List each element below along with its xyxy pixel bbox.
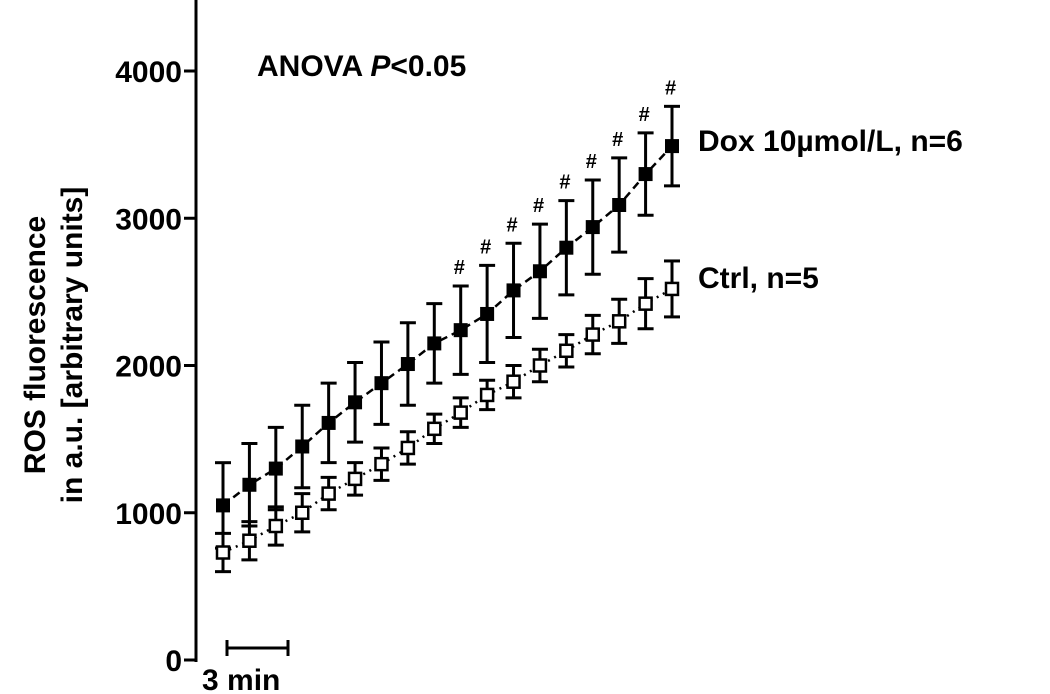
marker	[664, 281, 680, 297]
marker	[268, 518, 284, 534]
marker	[506, 374, 521, 389]
marker	[453, 405, 468, 420]
marker	[242, 533, 257, 548]
annotation-part: ANOVA	[257, 50, 370, 83]
y-tick-label: 1000	[115, 498, 182, 531]
marker	[453, 323, 468, 338]
marker	[638, 296, 653, 311]
marker	[374, 456, 389, 472]
significance-marker: #	[480, 236, 491, 258]
marker	[638, 167, 653, 182]
marker	[400, 440, 416, 456]
significance-marker: #	[665, 77, 676, 99]
marker	[295, 439, 310, 454]
scale-bar-label: 3 min	[202, 664, 280, 694]
marker	[506, 283, 521, 298]
marker	[585, 220, 600, 235]
marker	[215, 545, 231, 560]
significance-marker: #	[454, 257, 465, 279]
series-line	[222, 287, 673, 554]
significance-marker: #	[559, 172, 570, 194]
annotation: ANOVA P<0.05	[257, 50, 466, 83]
marker	[585, 327, 601, 342]
y-axis-label: ROS fluorescence	[19, 216, 52, 474]
legend-label: Ctrl, n=5	[698, 262, 819, 295]
significance-marker: #	[612, 129, 623, 151]
series-line	[222, 145, 673, 507]
y-tick-label: 4000	[115, 56, 182, 89]
marker	[347, 471, 363, 487]
marker	[532, 264, 547, 279]
marker	[216, 498, 230, 513]
marker	[612, 197, 627, 212]
legend-label: Dox 10µmol/L, n=6	[698, 125, 963, 158]
y-tick-label: 0	[165, 645, 182, 678]
marker	[611, 314, 627, 329]
significance-marker: #	[507, 214, 518, 236]
y-tick-label: 3000	[115, 203, 182, 236]
annotation-part: <0.05	[390, 50, 466, 83]
significance-marker: #	[639, 104, 650, 126]
marker	[480, 306, 495, 321]
marker	[268, 461, 283, 476]
annotation-part: P	[370, 50, 391, 83]
significance-marker: #	[586, 151, 597, 173]
marker	[559, 343, 574, 359]
marker	[532, 358, 548, 373]
marker	[479, 387, 495, 403]
marker	[374, 376, 389, 391]
marker	[427, 421, 442, 437]
significance-marker: #	[533, 195, 544, 217]
y-tick-label: 2000	[115, 351, 182, 384]
marker	[321, 415, 336, 430]
marker	[348, 395, 363, 410]
marker	[321, 486, 336, 501]
scale-bar	[225, 640, 290, 656]
marker	[400, 357, 415, 372]
marker	[427, 336, 442, 351]
marker	[294, 505, 310, 520]
marker	[242, 477, 257, 492]
marker	[665, 139, 679, 154]
marker	[559, 240, 574, 255]
y-axis-label: in a.u. [arbitrary units]	[56, 187, 89, 504]
